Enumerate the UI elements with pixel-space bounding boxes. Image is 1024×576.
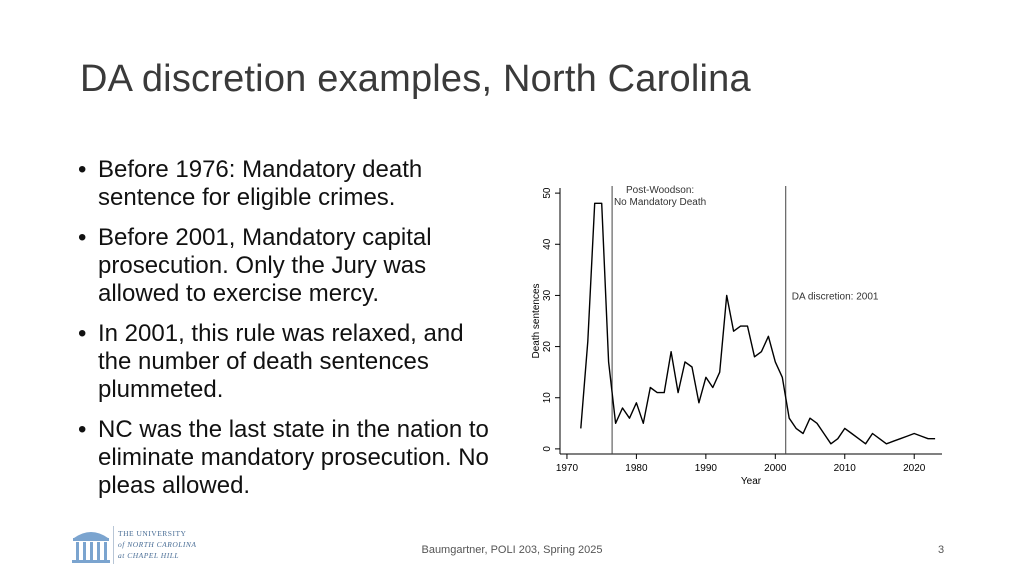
death-sentences-chart: 0 10 20 30 40 50 1970 1980 1990 2000 2010 2020 Year D…	[531, 185, 942, 487]
x-axis-title: Year	[741, 476, 762, 487]
x-tick-label: 2010	[834, 463, 857, 474]
old-well-icon	[72, 526, 114, 564]
y-tick-label: 50	[542, 187, 553, 199]
bullet-list: • Before 1976: Mandatory death sentence f…	[76, 156, 496, 512]
bullet-glyph: •	[78, 416, 87, 443]
y-tick-label: 10	[542, 392, 553, 404]
y-tick-label: 20	[542, 341, 553, 353]
bullet-item: • Before 2001, Mandatory capital prosecut…	[76, 224, 496, 308]
annotation-label: DA discretion: 2001	[792, 292, 879, 303]
annotation-label: No Mandatory Death	[614, 197, 706, 208]
bullet-text: Before 2001, Mandatory capital prosecuti…	[98, 224, 432, 307]
y-tick-label: 40	[542, 238, 553, 250]
logo-wordmark: THE UNIVERSITY of NORTH CAROLINA at CHAP…	[118, 528, 197, 561]
x-tick-label: 1980	[625, 463, 648, 474]
bullet-glyph: •	[78, 224, 87, 251]
x-tick-label: 2020	[903, 463, 926, 474]
x-tick-label: 1990	[695, 463, 718, 474]
unc-logo: THE UNIVERSITY of NORTH CAROLINA at CHAP…	[68, 524, 218, 566]
y-axis-title: Death sentences	[531, 283, 542, 358]
annotation-label: Post-Woodson:	[626, 185, 694, 196]
series-line	[580, 202, 936, 445]
logo-line-1: THE UNIVERSITY	[118, 529, 187, 538]
x-tick-label: 1970	[556, 463, 579, 474]
bullet-text: NC was the last state in the nation to e…	[98, 416, 489, 499]
bullet-item: • In 2001, this rule was relaxed, and the…	[76, 320, 496, 404]
bullet-text: In 2001, this rule was relaxed, and the …	[98, 320, 464, 403]
bullet-item: • Before 1976: Mandatory death sentence f…	[76, 156, 496, 212]
x-tick-label: 2000	[764, 463, 787, 474]
bullet-glyph: •	[78, 320, 87, 347]
bullet-item: • NC was the last state in the nation to …	[76, 416, 496, 500]
bullet-glyph: •	[78, 156, 87, 183]
page-number: 3	[938, 544, 945, 556]
y-tick-label: 30	[542, 289, 553, 301]
slide-footer: Baumgartner, POLI 203, Spring 2025	[421, 544, 603, 556]
logo-line-3: at CHAPEL HILL	[118, 551, 180, 560]
y-tick-label: 0	[542, 446, 553, 452]
slide-title: DA discretion examples, North Carolina	[80, 58, 751, 100]
logo-line-2: of NORTH CAROLINA	[118, 540, 197, 549]
bullet-text: Before 1976: Mandatory death sentence fo…	[98, 156, 423, 211]
